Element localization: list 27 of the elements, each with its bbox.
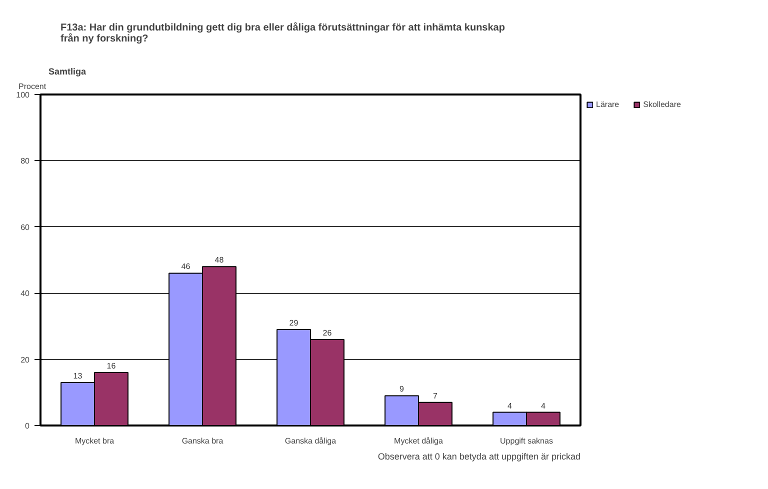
y-tick-label: 100: [16, 90, 30, 100]
chart-subtitle: Samtliga: [48, 66, 88, 76]
x-tick-label: Mycket bra: [74, 436, 115, 446]
legend-label: Skolledare: [643, 100, 681, 109]
text: Observera att 0 kan betyda att uppgiften är prickad: [378, 452, 581, 462]
legend-label: Lärare: [596, 100, 620, 109]
x-tick-label: Ganska bra: [182, 436, 224, 446]
data-label: 48: [214, 256, 224, 265]
y-tick-label: 80: [20, 156, 30, 166]
x-tick-label: Uppgift saknas: [500, 436, 553, 446]
y-axis-title: Procent: [18, 82, 47, 91]
data-label: 7: [433, 391, 438, 400]
x-tick-label: Mycket dåliga: [394, 436, 444, 446]
x-tick-label: Ganska dåliga: [284, 436, 337, 446]
y-tick-label: 20: [20, 355, 30, 364]
data-label: 9: [400, 384, 405, 394]
data-label: 4: [508, 401, 513, 410]
data-label: 29: [289, 318, 299, 328]
data-label: 26: [322, 328, 332, 338]
chart-title: F13a: Har din grundutbildning gett dig bra eller dåliga förutsättningar för att inhämta kunskap från ny forskning?: [60, 22, 505, 44]
data-label: 13: [73, 371, 83, 380]
y-tick-label: 0: [25, 422, 30, 430]
y-tick-label: 40: [20, 289, 30, 298]
data-label: 4: [541, 401, 546, 410]
data-label: 16: [106, 362, 116, 371]
y-tick-label: 60: [20, 222, 30, 232]
data-label: 46: [181, 262, 191, 272]
